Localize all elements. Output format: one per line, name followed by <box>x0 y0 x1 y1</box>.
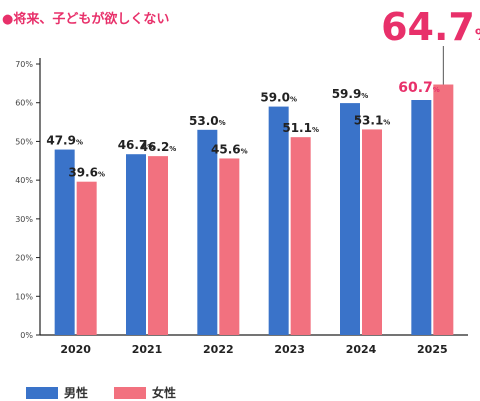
data-label-female: 46.2% <box>140 140 177 154</box>
data-label-male: 53.0% <box>189 114 226 128</box>
bar-male <box>126 154 146 335</box>
legend-swatch-female <box>114 386 147 399</box>
data-label-highlight: 64.7% <box>381 5 480 49</box>
data-label-female: 51.1% <box>282 121 319 135</box>
legend-item-male: 男性 <box>26 384 88 401</box>
bar-female <box>362 129 382 335</box>
data-label-male: 60.7% <box>398 80 440 96</box>
y-tick-label: 60% <box>15 99 33 108</box>
data-label-female: 45.6% <box>211 142 248 156</box>
bar-female <box>290 137 311 335</box>
x-tick-label: 2025 <box>417 343 448 356</box>
y-tick-label: 70% <box>15 60 33 69</box>
y-tick-label: 20% <box>15 254 33 263</box>
legend-item-female: 女性 <box>114 384 176 401</box>
bar-male <box>197 129 218 335</box>
data-label-male: 59.0% <box>260 91 297 105</box>
bar-female <box>76 181 97 335</box>
data-label-female: 39.6% <box>68 166 105 180</box>
bar-male <box>54 149 75 335</box>
bar-male <box>411 100 432 335</box>
x-tick-label: 2024 <box>346 343 377 356</box>
x-tick-label: 2022 <box>203 343 234 356</box>
y-tick-label: 10% <box>15 292 33 301</box>
legend-swatch-male <box>26 386 58 399</box>
bar-female <box>148 156 168 335</box>
x-tick-label: 2023 <box>274 343 305 356</box>
y-tick-label: 50% <box>15 137 33 146</box>
chart-title: ●将来、子どもが欲しくない <box>2 12 170 27</box>
legend: 男性 女性 <box>26 384 176 401</box>
y-tick-label: 0% <box>20 331 33 340</box>
bar-female <box>433 84 454 335</box>
y-tick-label: 30% <box>15 215 33 224</box>
data-label-male: 47.9% <box>46 134 83 148</box>
x-tick-label: 2020 <box>60 343 91 356</box>
x-tick-label: 2021 <box>132 343 163 356</box>
data-label-male: 46.7% <box>118 138 155 152</box>
data-label-male: 59.9% <box>332 87 369 101</box>
data-label-female: 53.1% <box>354 113 391 127</box>
y-tick-label: 40% <box>15 176 33 185</box>
bar-female <box>219 158 240 335</box>
bar-male <box>268 106 289 335</box>
bar-male <box>340 103 360 335</box>
